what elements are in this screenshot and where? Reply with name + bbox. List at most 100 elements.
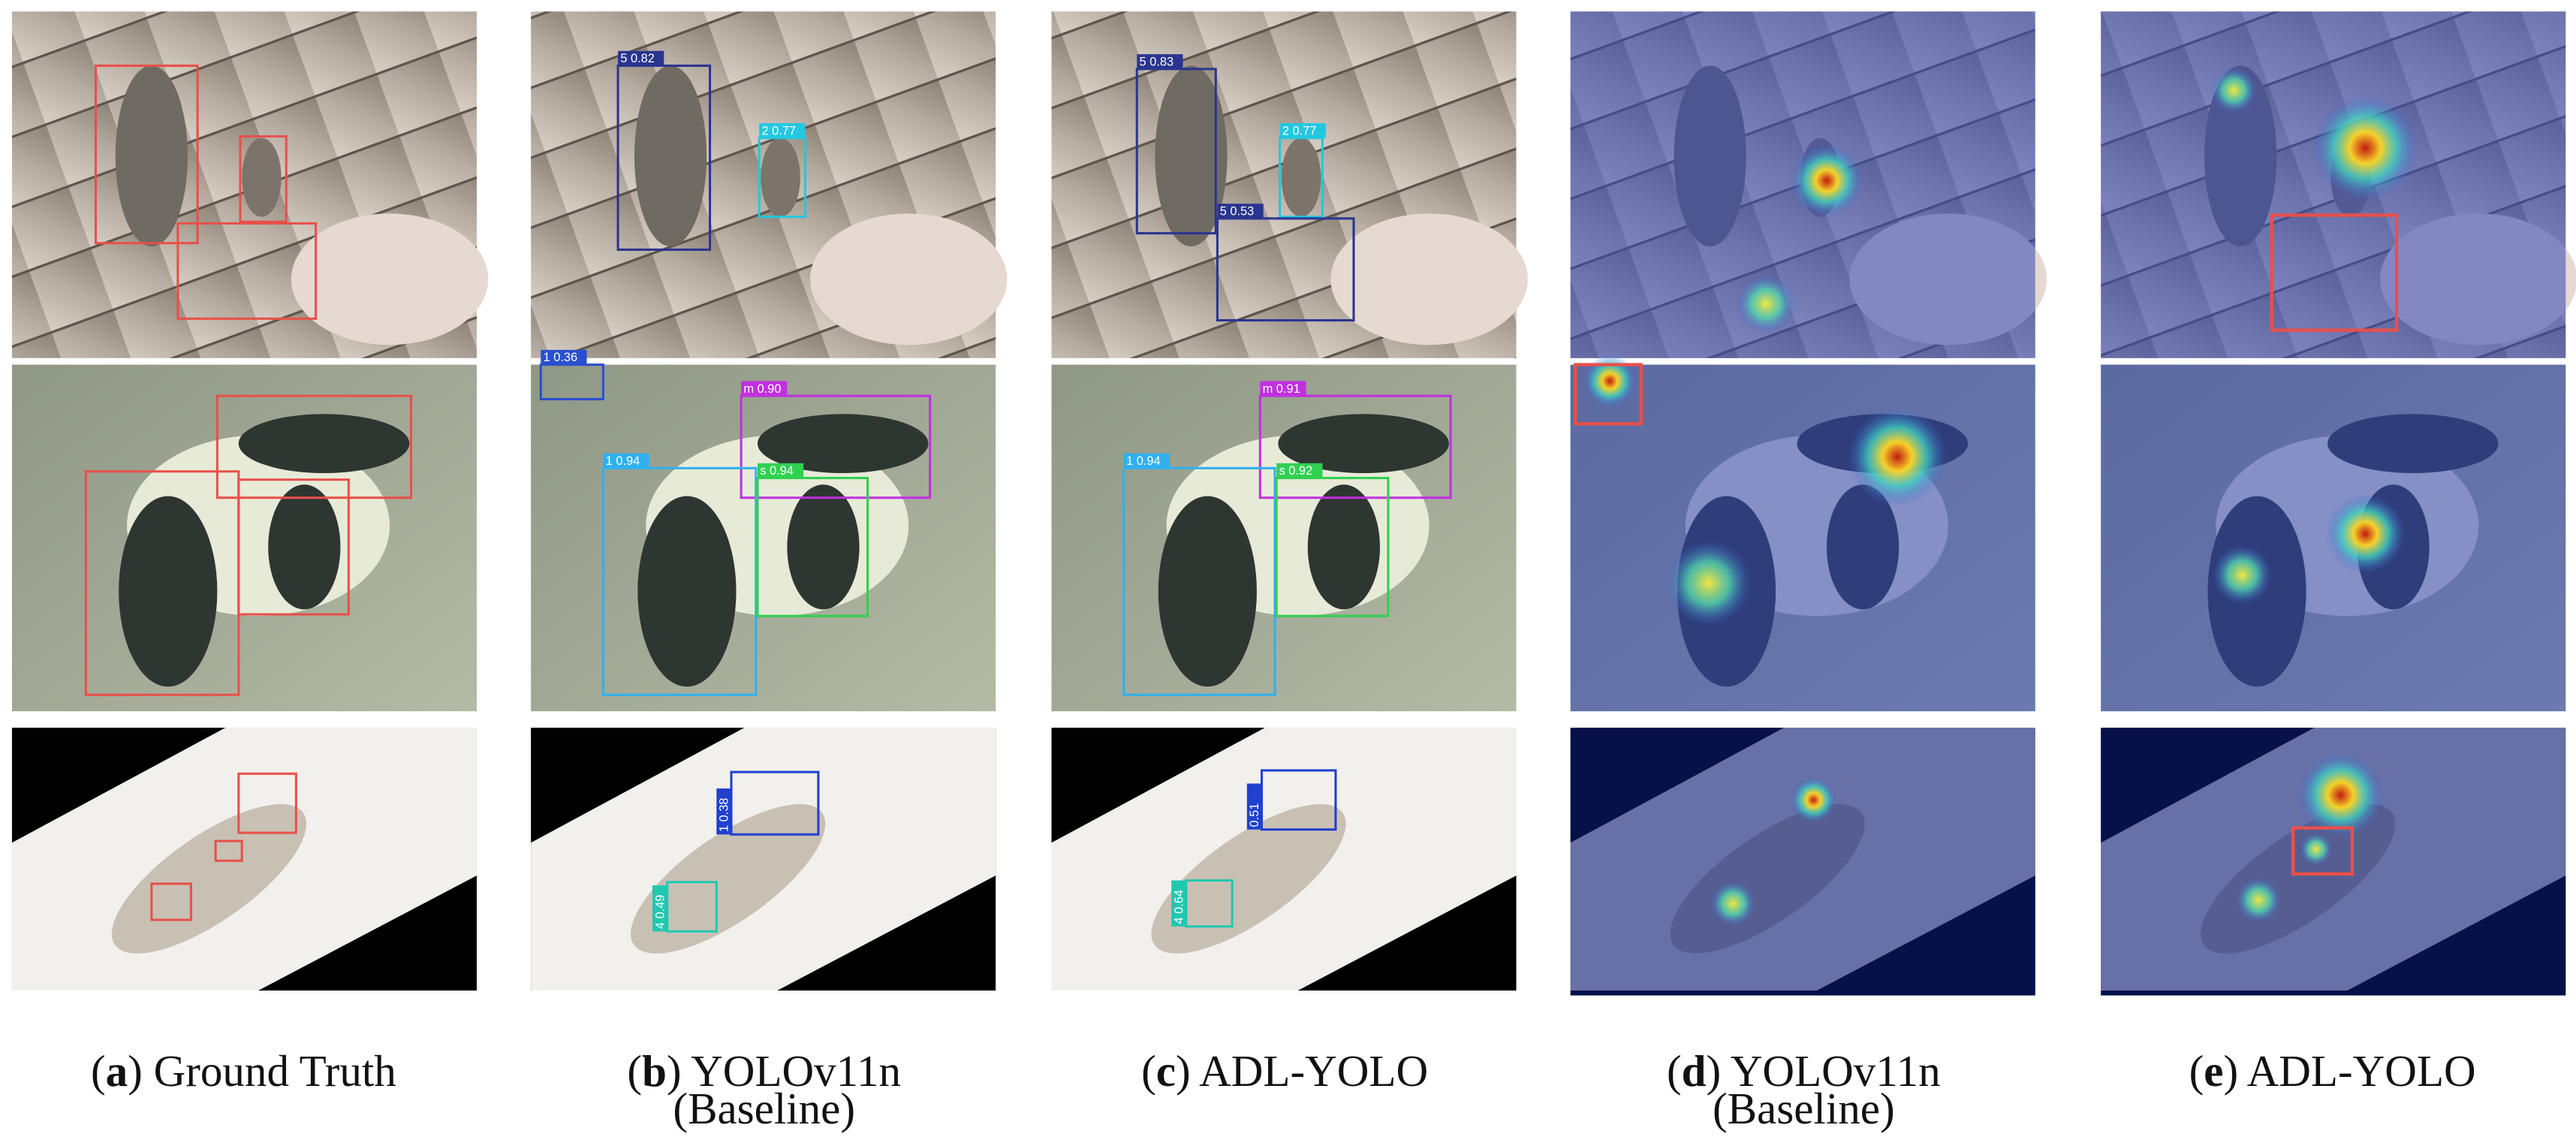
gt-box: [237, 772, 297, 834]
detection-label: 4 0.49: [652, 885, 667, 932]
shrimp: [761, 137, 800, 217]
caption-part: ) ADL-YOLO: [1176, 1046, 1428, 1096]
label-bg: [716, 788, 731, 835]
shrimp: [1307, 484, 1380, 610]
caption-part: (: [1667, 1046, 1682, 1096]
caption-part: ) ADL-YOLO: [2223, 1046, 2475, 1096]
detection-box: [1122, 466, 1276, 696]
detections: 5 0.82 2 0.77 5 0.83 2 0.77 5 0.53 1 0.36 m 0.…: [539, 50, 1452, 933]
detection-label: 4 0.64: [1171, 880, 1186, 927]
label-bg: [1171, 880, 1186, 927]
detection-label: 0.51: [1246, 783, 1262, 830]
caption: (a) Ground Truth: [91, 1046, 396, 1096]
heatmap-overlay: [1570, 727, 2035, 996]
label-text: s 0.92: [1279, 464, 1312, 478]
caption-part: c: [1156, 1046, 1176, 1096]
heat-blob: [2212, 545, 2272, 605]
heat-blob: [1790, 777, 1837, 823]
label-text: 1 0.38: [718, 798, 731, 832]
gt-box: [176, 222, 318, 320]
gt-box: [215, 394, 413, 499]
caption-part: (: [627, 1046, 642, 1096]
caption: (e) ADL-YOLO: [2189, 1046, 2476, 1096]
label-text: 1 0.36: [544, 351, 578, 364]
shrimp: [1155, 65, 1228, 247]
shrimp: [268, 484, 341, 610]
shrimp: [757, 414, 929, 473]
label-text: 2 0.77: [1282, 124, 1317, 137]
shrimp: [787, 484, 860, 610]
label-bg: [1276, 463, 1323, 478]
panels: [11, 11, 2576, 996]
label-text: 5 0.83: [1140, 55, 1174, 68]
highlight-box: [1574, 363, 1643, 426]
detection-label: 1 0.36: [541, 349, 587, 365]
detection-box: [1135, 68, 1217, 235]
shrimp: [634, 65, 707, 247]
detection-label: 1 0.94: [1123, 453, 1170, 469]
hand: [809, 213, 1008, 345]
label-bg: [1279, 123, 1326, 138]
label-bg: [741, 381, 788, 397]
detection-box: [1279, 137, 1324, 219]
captions: (a) Ground Truth (b) YOLOv11n(Baseline)(c…: [91, 1046, 2476, 1133]
detection-label: 5 0.53: [1217, 204, 1264, 219]
detection-box: [756, 476, 869, 617]
label-bg: [652, 885, 667, 932]
caption-line2: (Baseline): [673, 1084, 855, 1133]
caption-part: ) YOLOv11n: [1707, 1046, 1941, 1096]
label-bg: [1246, 783, 1262, 830]
annotation-boxes: [84, 64, 2399, 921]
detection-box: [1258, 394, 1452, 499]
caption-part: ) Ground Truth: [128, 1046, 396, 1096]
detection-box: [740, 394, 932, 499]
label-bg: [1260, 381, 1306, 397]
detection-box: [601, 466, 758, 696]
detection-box: [1216, 217, 1355, 322]
detection-box: [1275, 476, 1390, 617]
label-bg: [541, 349, 587, 365]
gt-box: [150, 882, 192, 921]
heat-blob: [1583, 354, 1637, 408]
detection-box: [758, 137, 806, 219]
heat-blob: [1790, 144, 1863, 217]
label-bg: [759, 123, 806, 138]
heat-blob: [1710, 880, 1756, 927]
label-bg: [618, 50, 664, 66]
shrimp: [1151, 804, 1346, 954]
detection-label: 5 0.83: [1137, 54, 1183, 69]
highlight-box: [2291, 826, 2355, 876]
heat-blob: [2297, 752, 2384, 838]
label-text: s 0.94: [760, 464, 794, 478]
caption: (d) YOLOv11n: [1667, 1046, 1941, 1096]
label-bg: [603, 453, 649, 469]
detection-label: s 0.94: [757, 463, 804, 478]
detection-label: 1 0.94: [603, 453, 649, 469]
detection-label: s 0.92: [1276, 463, 1323, 478]
label-bg: [1123, 453, 1170, 469]
label-text: 4 0.64: [1173, 890, 1186, 924]
shrimp: [1281, 137, 1321, 217]
label-text: 5 0.82: [620, 52, 655, 65]
caption-part: ) YOLOv11n: [667, 1046, 901, 1096]
label-text: 5 0.53: [1220, 205, 1255, 219]
heat-blob: [1848, 407, 1947, 506]
caption: (c) ADL-YOLO: [1141, 1046, 1428, 1096]
shrimp: [115, 65, 188, 247]
heat-blob: [1665, 540, 1752, 626]
heat-blob: [1736, 274, 1796, 334]
label-text: 2 0.77: [761, 124, 796, 137]
detection-label: 5 0.82: [618, 50, 664, 66]
heat-blob: [2325, 494, 2405, 574]
label-bg: [1137, 54, 1183, 69]
label-text: 1 0.94: [606, 454, 640, 468]
caption-part: b: [642, 1046, 667, 1096]
caption-part: (: [1141, 1046, 1156, 1096]
label-text: 0.51: [1248, 803, 1261, 827]
heat-blob: [2210, 67, 2258, 113]
caption-line2: (Baseline): [1713, 1084, 1895, 1133]
gt-box: [214, 840, 243, 862]
highlight-box: [2270, 213, 2399, 332]
label-text: 4 0.49: [653, 894, 667, 929]
